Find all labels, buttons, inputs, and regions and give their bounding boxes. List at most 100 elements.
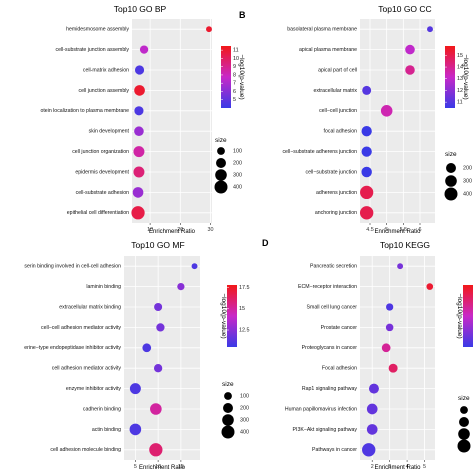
color-bar [445, 46, 455, 108]
color-bar-tick-label: 15 [239, 306, 245, 312]
x-axis-label: Enrichment Ratio [374, 465, 421, 471]
panel-1: Top10 GO BP hemidesmosome assembly cell-su… [40, 4, 245, 235]
data-point [362, 443, 376, 457]
x-axis-label: Enrichment Ratio [374, 229, 421, 235]
category-label: cell-matrix adhesion [83, 67, 129, 73]
category-label: cell−cell junction [319, 108, 357, 114]
color-bar [221, 46, 231, 108]
x-tick-label: 10 [155, 464, 161, 470]
category-label: Focal adhesion [322, 366, 357, 372]
category-label: cell−cell adhesion mediator activity [41, 325, 121, 331]
x-axis-label: Enrichment Ratio [139, 465, 186, 471]
x-tick-label: 5 [385, 227, 388, 233]
x-tick-label: 15 [178, 464, 184, 470]
data-point [405, 44, 415, 55]
category-label: Prostate cancer [321, 325, 358, 331]
color-bar-tick-label: 7 [233, 81, 236, 87]
color-bar-tick-label: 6 [233, 89, 236, 95]
data-point [368, 383, 379, 394]
color-legend-title: −log10(p-value) [220, 293, 227, 338]
size-legend-dot [446, 163, 456, 173]
size-legend-dot [444, 187, 458, 201]
data-point [427, 26, 433, 33]
size-legend-label: 200 [240, 405, 249, 411]
category-label: Pathways in cancer [312, 447, 357, 453]
data-point [129, 423, 142, 436]
data-point [360, 185, 374, 200]
color-bar-tick-label: 11 [457, 100, 463, 106]
size-legend-label: 400 [233, 184, 242, 190]
category-label: hemidesmosome assembly [66, 27, 129, 33]
data-point [362, 85, 372, 95]
data-point [132, 187, 144, 198]
panel-letter: B [239, 10, 246, 20]
size-legend-label: 400 [463, 191, 472, 197]
category-label: laminin binding [86, 284, 121, 290]
data-point [388, 363, 398, 373]
x-tick-label: 6 [419, 227, 422, 233]
panel-title: Top10 GO MF [131, 240, 184, 250]
x-tick-label: 20 [177, 227, 183, 233]
color-bar-tick-label: 15 [457, 53, 463, 59]
category-label: cell-substrate adhesion [76, 190, 129, 196]
data-point [366, 424, 378, 435]
category-label: anchoring junction [315, 210, 357, 216]
data-point [381, 343, 391, 353]
size-legend-label: 300 [463, 178, 472, 184]
data-point [150, 403, 162, 415]
data-point [361, 126, 372, 137]
category-label: enzyme inhibitor activity [66, 386, 121, 392]
color-bar-tick-label: 12.5 [239, 327, 250, 333]
size-legend-dot [458, 428, 470, 440]
color-bar-tick-label: 17.5 [239, 285, 250, 291]
size-legend-dot [457, 439, 471, 453]
data-point [366, 403, 378, 415]
size-legend-title: size [222, 381, 234, 388]
panel-4: Top10 KEGG D Pancreatic secretion ECM−recep… [262, 238, 473, 471]
category-label: cell−substrate adherens junction [282, 149, 357, 155]
panel-title: Top10 GO CC [378, 4, 431, 14]
data-point [380, 104, 393, 117]
data-point [154, 302, 163, 312]
color-bar [463, 285, 473, 347]
color-legend-title: −log10(p-value) [462, 54, 469, 99]
category-label: focal adhesion [324, 129, 358, 135]
panel-title: Top10 KEGG [380, 240, 430, 250]
category-label: extracellular matrix [313, 88, 357, 94]
size-legend-dot [217, 147, 225, 155]
x-tick-label: 30 [207, 227, 213, 233]
x-tick-label: 3 [388, 464, 391, 470]
size-legend-dot [459, 417, 469, 427]
size-legend-dot [224, 392, 232, 400]
color-bar-tick-label: 13 [457, 76, 463, 82]
category-label: PI3K−Akt signaling pathway [293, 427, 358, 433]
panel-title: Top10 GO BP [114, 4, 167, 14]
data-point [426, 283, 434, 290]
data-point [361, 166, 372, 178]
size-legend-label: 300 [233, 172, 242, 178]
color-bar [227, 285, 237, 347]
size-legend-label: 200 [233, 160, 242, 166]
category-label: Small cell lung cancer [307, 304, 358, 310]
size-legend-label: 100 [240, 393, 249, 399]
data-point [142, 343, 152, 353]
color-legend-title: −log10(p-value) [238, 54, 245, 99]
size-legend-dot [214, 180, 228, 194]
data-point [149, 443, 163, 457]
plot-background [360, 19, 435, 223]
category-label: cell adhesion molecule binding [50, 447, 121, 453]
color-bar-tick-label: 9 [233, 64, 236, 70]
color-bar-tick-label: 10 [233, 56, 239, 62]
category-label: cadherin binding [83, 406, 121, 412]
data-point [386, 303, 394, 311]
data-point [405, 65, 415, 75]
size-legend-title: size [445, 151, 457, 158]
category-label: otein localization to plasma membrane [40, 108, 129, 114]
data-point [385, 323, 394, 332]
data-point [156, 323, 165, 332]
x-tick-label: 2 [371, 464, 374, 470]
category-label: erine−type endopeptidase inhibitor activ… [24, 345, 121, 351]
color-bar-tick-label: 11 [233, 48, 239, 54]
